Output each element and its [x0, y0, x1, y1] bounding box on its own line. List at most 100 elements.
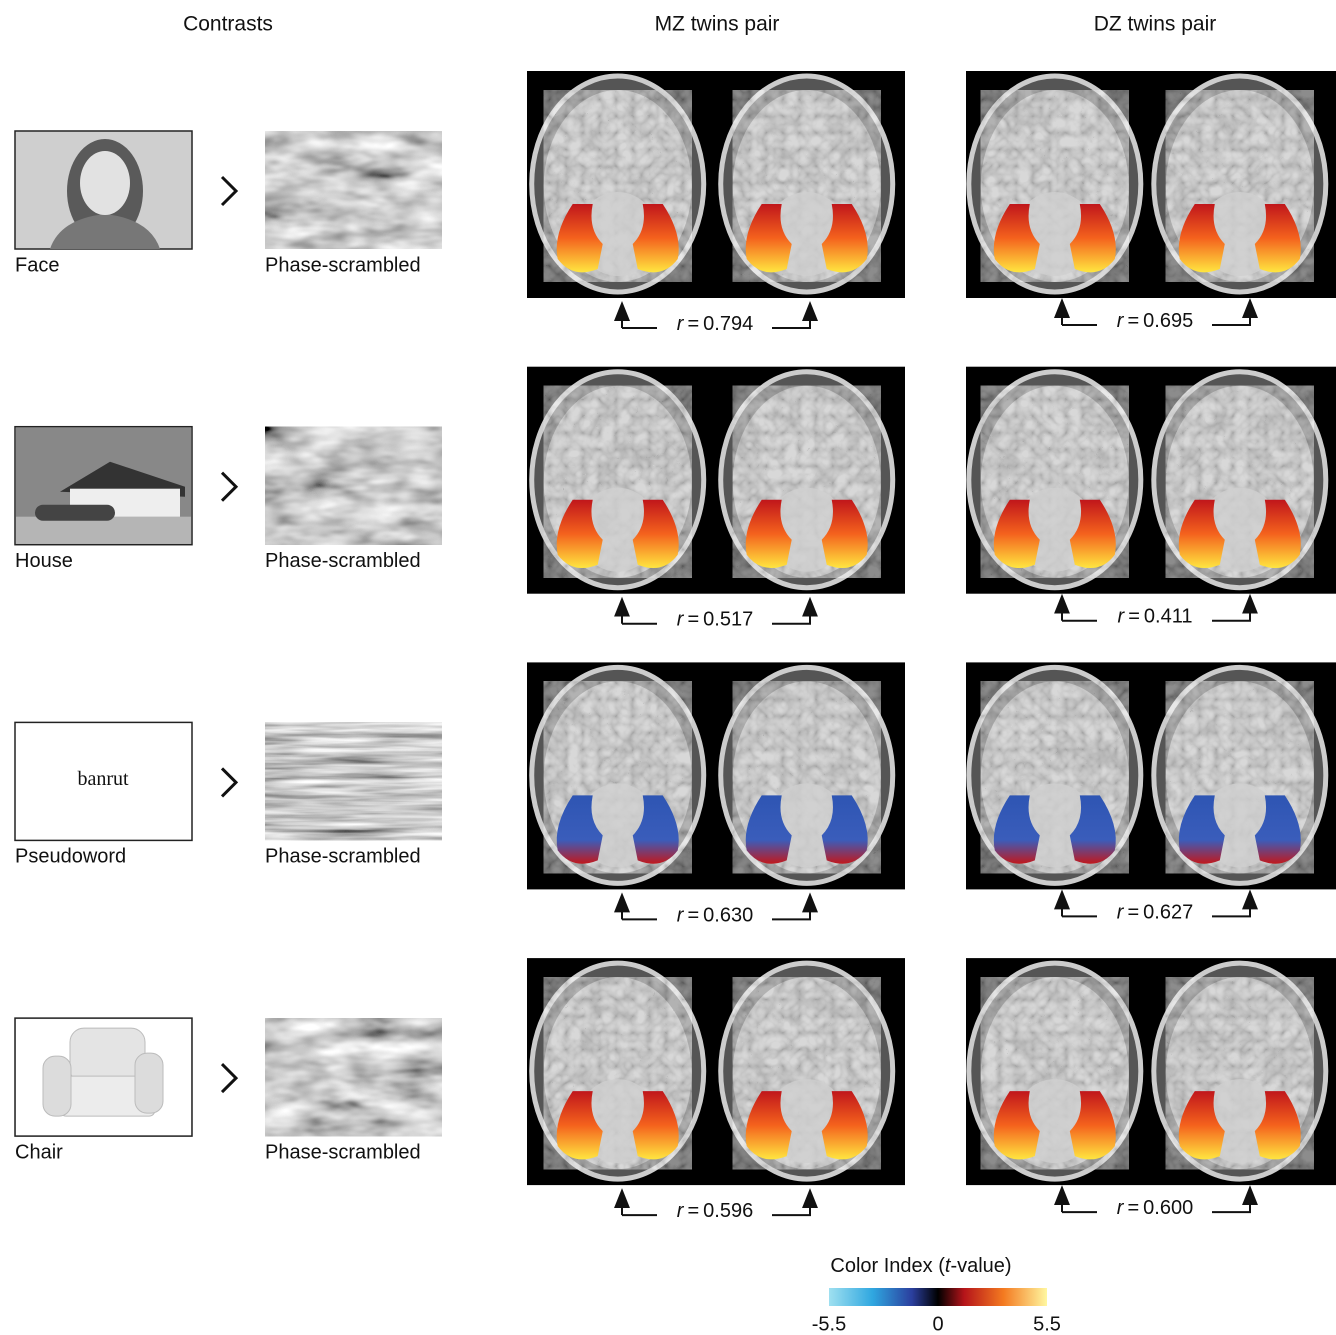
- activation: [1254, 499, 1301, 569]
- r-value: 0.596: [703, 1200, 753, 1222]
- r-symbol: r: [677, 1200, 685, 1222]
- greater-than: [220, 1063, 239, 1094]
- arrow: [1212, 1185, 1258, 1214]
- greater-than: [220, 471, 239, 502]
- activation: [1178, 795, 1225, 864]
- r-symbol: r: [677, 905, 685, 927]
- activation: [821, 499, 868, 569]
- correlation-label: r = 0.794: [677, 313, 753, 335]
- arrow: [772, 1188, 818, 1217]
- lawn: [16, 516, 191, 544]
- r-sign: =: [687, 905, 699, 927]
- activation: [1254, 1091, 1301, 1160]
- r-sign: =: [687, 1200, 699, 1222]
- activation: [632, 1091, 679, 1160]
- activation: [1069, 1091, 1116, 1160]
- activation: [1178, 204, 1225, 273]
- stimulus-label: Face: [15, 254, 59, 276]
- activation: [993, 795, 1040, 864]
- arrow: [1212, 593, 1258, 622]
- chair-arm: [42, 1055, 72, 1117]
- roof: [60, 461, 185, 497]
- column-header: MZ twins pair: [655, 13, 780, 36]
- activation: [821, 795, 868, 864]
- r-symbol: r: [1117, 1197, 1125, 1219]
- colorbar-tick-label: 0: [932, 1313, 943, 1335]
- r-value: 0.411: [1144, 606, 1193, 628]
- r-sign: =: [1127, 310, 1139, 332]
- activation: [556, 1091, 603, 1160]
- correlation-label: r = 0.695: [1117, 310, 1193, 332]
- correlation-label: r = 0.596: [677, 1200, 753, 1222]
- r-value: 0.600: [1143, 1197, 1193, 1219]
- column-header: Contrasts: [183, 13, 273, 36]
- chair-arm: [134, 1052, 164, 1114]
- r-symbol: r: [1118, 606, 1126, 628]
- activation: [745, 204, 792, 273]
- arrow: [1212, 298, 1258, 326]
- activation: [556, 795, 603, 864]
- r-sign: =: [687, 609, 699, 631]
- r-sign: =: [687, 313, 699, 335]
- scrambled-image: [264, 425, 443, 546]
- r-symbol: r: [677, 313, 685, 335]
- activation: [1069, 795, 1116, 864]
- r-symbol: r: [677, 609, 685, 631]
- colorbar: Color Index (t-value) -5.5 0 5.5: [812, 1255, 1061, 1335]
- correlation-label: r = 0.517: [677, 609, 753, 631]
- activation: [821, 1091, 868, 1160]
- face: [80, 151, 130, 215]
- colorbar-gradient: [829, 1288, 1047, 1306]
- r-symbol: r: [1117, 902, 1125, 924]
- r-sign: =: [1127, 902, 1139, 924]
- correlation-label: r = 0.600: [1117, 1197, 1193, 1219]
- shoulders: [50, 214, 160, 249]
- colorbar-tick-label: -5.5: [812, 1313, 846, 1335]
- control-label: Phase-scrambled: [265, 846, 421, 868]
- bushes: [35, 504, 115, 521]
- stimulus-label: Pseudoword: [15, 846, 126, 868]
- activation: [745, 499, 792, 569]
- r-sign: =: [1128, 606, 1140, 628]
- arrow: [772, 301, 818, 329]
- activation: [745, 1091, 792, 1160]
- activation: [821, 204, 868, 273]
- r-value: 0.627: [1143, 902, 1193, 924]
- activation: [993, 1091, 1040, 1160]
- greater-than: [220, 175, 239, 207]
- activation: [1178, 1091, 1225, 1160]
- activation: [1069, 204, 1116, 273]
- r-value: 0.517: [703, 609, 753, 631]
- greater-than: [220, 767, 239, 798]
- scrambled-image: [264, 1017, 443, 1137]
- control-label: Phase-scrambled: [265, 254, 421, 276]
- column-header: DZ twins pair: [1094, 13, 1217, 36]
- stimulus-label: House: [15, 550, 73, 572]
- chair-back: [69, 1027, 146, 1084]
- scrambled-image: [264, 721, 443, 842]
- stimulus-label: Chair: [15, 1141, 63, 1163]
- r-symbol: r: [1117, 310, 1125, 332]
- correlation-label: r = 0.627: [1117, 902, 1193, 924]
- control-label: Phase-scrambled: [265, 1141, 421, 1163]
- stimulus-image: [14, 721, 193, 842]
- activation: [993, 204, 1040, 273]
- correlation-label: r = 0.411: [1118, 606, 1193, 628]
- activation: [632, 204, 679, 273]
- activation: [745, 795, 792, 864]
- activation: [1254, 795, 1301, 864]
- r-value: 0.695: [1143, 310, 1193, 332]
- r-value: 0.794: [703, 313, 753, 335]
- arrow: [772, 892, 818, 921]
- r-value: 0.630: [703, 905, 753, 927]
- colorbar-tick-label: 5.5: [1033, 1313, 1061, 1335]
- activation: [1069, 499, 1116, 569]
- arrow: [1212, 889, 1258, 918]
- activation: [1178, 499, 1225, 569]
